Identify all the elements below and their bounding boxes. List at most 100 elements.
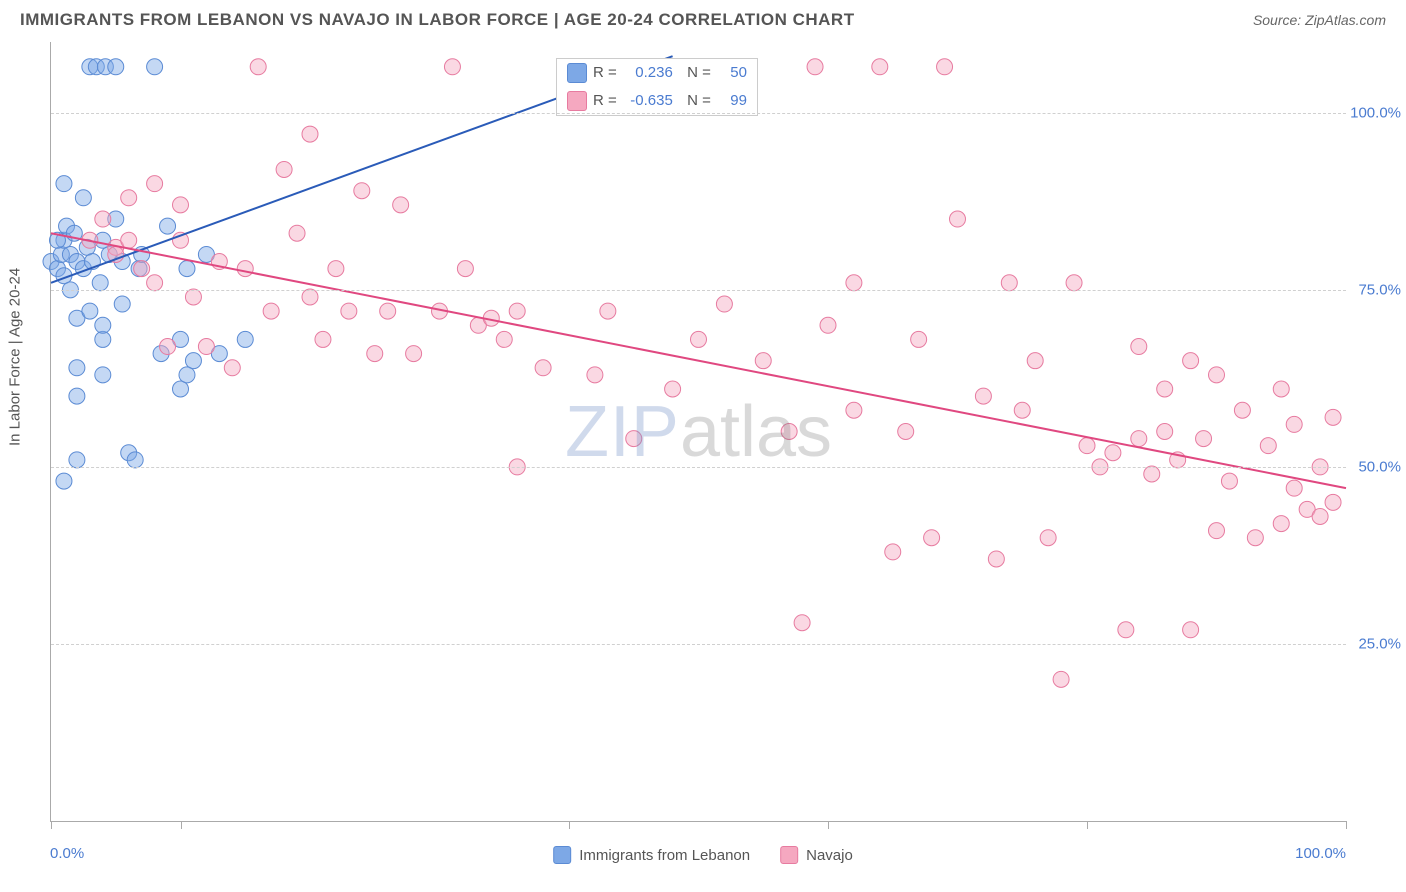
data-point — [147, 275, 163, 291]
data-point — [1286, 416, 1302, 432]
data-point — [820, 317, 836, 333]
x-tick — [828, 821, 829, 829]
stats-swatch — [567, 63, 587, 83]
data-point — [1325, 494, 1341, 510]
stats-r-value: 0.236 — [623, 64, 673, 81]
data-point — [367, 346, 383, 362]
stats-row: R = 0.236 N = 50 — [557, 59, 757, 87]
data-point — [911, 331, 927, 347]
stats-n-value: 50 — [717, 64, 747, 81]
data-point — [444, 59, 460, 75]
data-point — [509, 303, 525, 319]
data-point — [846, 275, 862, 291]
chart-legend: Immigrants from LebanonNavajo — [553, 846, 853, 864]
y-tick-label: 25.0% — [1358, 635, 1401, 652]
data-point — [75, 190, 91, 206]
data-point — [1131, 431, 1147, 447]
data-point — [535, 360, 551, 376]
data-point — [496, 331, 512, 347]
data-point — [846, 402, 862, 418]
data-point — [69, 452, 85, 468]
data-point — [179, 261, 195, 277]
data-point — [185, 353, 201, 369]
data-point — [302, 126, 318, 142]
data-point — [950, 211, 966, 227]
data-point — [263, 303, 279, 319]
data-point — [315, 331, 331, 347]
data-point — [341, 303, 357, 319]
source-attribution: Source: ZipAtlas.com — [1253, 12, 1386, 28]
stats-n-value: 99 — [717, 92, 747, 109]
data-point — [69, 360, 85, 376]
data-point — [82, 303, 98, 319]
y-axis-title: In Labor Force | Age 20-24 — [7, 268, 24, 446]
data-point — [95, 331, 111, 347]
data-point — [794, 615, 810, 631]
legend-item: Immigrants from Lebanon — [553, 846, 750, 864]
scatter-plot-svg — [51, 42, 1346, 821]
data-point — [160, 218, 176, 234]
data-point — [872, 59, 888, 75]
chart-plot-area: ZIPatlas R =0.236 N =50R =-0.635 N =99 2… — [50, 42, 1346, 822]
data-point — [92, 275, 108, 291]
data-point — [885, 544, 901, 560]
data-point — [302, 289, 318, 305]
data-point — [380, 303, 396, 319]
data-point — [147, 59, 163, 75]
data-point — [69, 388, 85, 404]
data-point — [1001, 275, 1017, 291]
data-point — [1183, 622, 1199, 638]
data-point — [924, 530, 940, 546]
data-point — [95, 211, 111, 227]
legend-label: Immigrants from Lebanon — [579, 847, 750, 864]
data-point — [781, 424, 797, 440]
data-point — [198, 339, 214, 355]
data-point — [108, 59, 124, 75]
data-point — [1014, 402, 1030, 418]
data-point — [1118, 622, 1134, 638]
data-point — [1273, 381, 1289, 397]
data-point — [716, 296, 732, 312]
chart-header: IMMIGRANTS FROM LEBANON VS NAVAJO IN LAB… — [0, 0, 1406, 38]
data-point — [56, 176, 72, 192]
data-point — [1209, 523, 1225, 539]
data-point — [127, 452, 143, 468]
correlation-stats-box: R = 0.236 N = 50 R =-0.635 N =99 — [556, 58, 758, 116]
trend-line — [51, 233, 1346, 488]
y-tick-label: 75.0% — [1358, 281, 1401, 298]
data-point — [1196, 431, 1212, 447]
data-point — [328, 261, 344, 277]
data-point — [1157, 424, 1173, 440]
data-point — [1079, 438, 1095, 454]
data-point — [1053, 671, 1069, 687]
data-point — [121, 232, 137, 248]
data-point — [56, 473, 72, 489]
gridline — [51, 467, 1346, 468]
data-point — [1105, 445, 1121, 461]
data-point — [1157, 381, 1173, 397]
x-axis-min-label: 0.0% — [50, 845, 84, 862]
data-point — [1234, 402, 1250, 418]
data-point — [289, 225, 305, 241]
stats-row: R =-0.635 N =99 — [557, 87, 757, 115]
data-point — [937, 59, 953, 75]
chart-title: IMMIGRANTS FROM LEBANON VS NAVAJO IN LAB… — [20, 10, 855, 30]
data-point — [134, 261, 150, 277]
data-point — [587, 367, 603, 383]
gridline — [51, 290, 1346, 291]
data-point — [237, 331, 253, 347]
data-point — [626, 431, 642, 447]
data-point — [250, 59, 266, 75]
data-point — [1221, 473, 1237, 489]
x-tick — [51, 821, 52, 829]
stats-r-label: R = — [593, 64, 617, 81]
data-point — [224, 360, 240, 376]
data-point — [988, 551, 1004, 567]
data-point — [898, 424, 914, 440]
data-point — [691, 331, 707, 347]
stats-n-label: N = — [679, 64, 711, 81]
data-point — [1040, 530, 1056, 546]
gridline — [51, 644, 1346, 645]
data-point — [276, 161, 292, 177]
x-axis-max-label: 100.0% — [1295, 845, 1346, 862]
